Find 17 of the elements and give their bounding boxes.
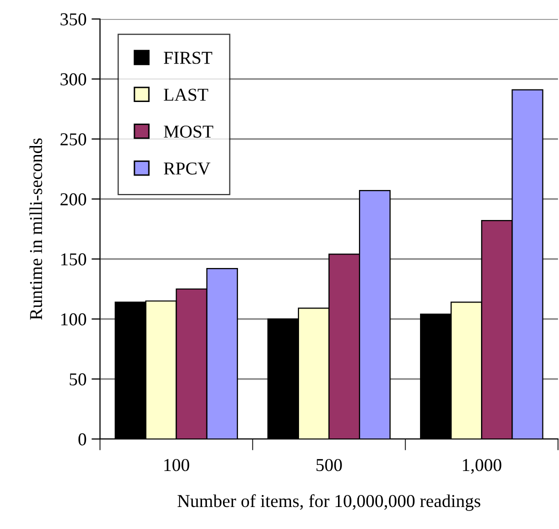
legend-label: LAST — [164, 88, 208, 101]
y-axis-title: Runtime in milli-seconds — [29, 138, 42, 320]
y-tick-label: 100 — [61, 313, 86, 326]
x-tick-label: 500 — [316, 458, 342, 472]
y-tick-label: 250 — [60, 133, 86, 146]
y-tick-label: 300 — [60, 73, 86, 86]
x-tick-label: 100 — [164, 458, 190, 472]
x-axis-title: Number of items, for 10,000,000 readings — [178, 494, 480, 511]
y-tick-label: 150 — [61, 253, 86, 266]
y-tick-label: 0 — [78, 433, 86, 446]
y-tick-label: 350 — [60, 13, 86, 26]
y-tick-label: 50 — [70, 373, 86, 386]
legend-label: FIRST — [164, 52, 212, 64]
y-tick-label: 200 — [60, 193, 86, 206]
legend-label: MOST — [164, 126, 214, 138]
x-tick-label: 1,000 — [462, 458, 502, 474]
legend-label: RPCV — [164, 162, 210, 175]
